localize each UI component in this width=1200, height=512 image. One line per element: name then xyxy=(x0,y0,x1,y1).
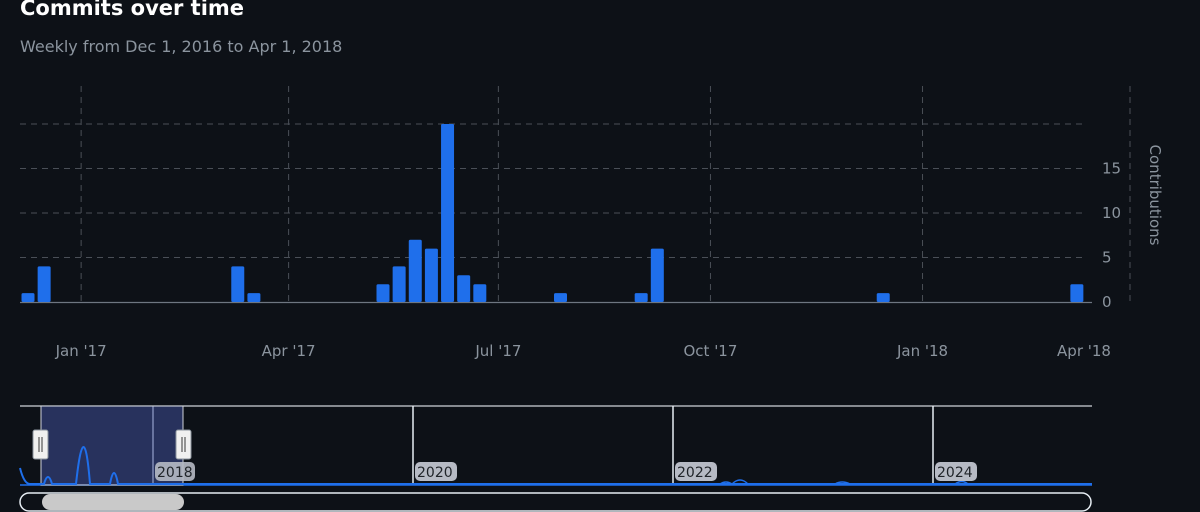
y-tick-label: 15 xyxy=(1102,160,1121,178)
chart-title: Commits over time xyxy=(20,0,245,20)
bar[interactable] xyxy=(392,266,406,302)
navigator[interactable]: 2018 2020 2022 2024 xyxy=(19,405,1092,486)
scrollbar-thumb[interactable] xyxy=(42,494,184,510)
navigator-year-label-2022: 2022 xyxy=(675,462,717,481)
bar[interactable] xyxy=(473,284,487,302)
x-axis-ticks: Jan '17 Apr '17 Jul '17 Oct '17 Jan '18 Apr '… xyxy=(55,342,1111,360)
bar[interactable] xyxy=(1070,284,1084,302)
y-axis-ticks: 0 5 10 15 xyxy=(1102,160,1121,312)
svg-text:2018: 2018 xyxy=(157,465,193,481)
bar[interactable] xyxy=(441,124,455,302)
y-tick-label: 10 xyxy=(1102,204,1121,222)
bar[interactable] xyxy=(247,293,261,302)
navigator-handle-right[interactable] xyxy=(175,429,192,460)
chart-subtitle: Weekly from Dec 1, 2016 to Apr 1, 2018 xyxy=(20,37,343,56)
y-axis-title: Contributions xyxy=(1146,145,1164,246)
navigator-year-label-2020: 2020 xyxy=(415,462,457,481)
x-tick-label: Jan '18 xyxy=(896,342,948,360)
navigator-year-label-2018: 2018 xyxy=(155,462,195,481)
y-tick-label: 5 xyxy=(1102,249,1112,267)
bar[interactable] xyxy=(634,293,648,302)
bar[interactable] xyxy=(376,284,390,302)
navigator-handle-left[interactable] xyxy=(32,429,49,460)
svg-text:2024: 2024 xyxy=(937,465,973,481)
navigator-series-tail xyxy=(719,479,969,485)
navigator-background xyxy=(20,406,1092,486)
navigator-year-label-2024: 2024 xyxy=(935,462,977,481)
bar[interactable] xyxy=(554,293,567,302)
navigator-series-line xyxy=(19,446,1092,485)
bar[interactable] xyxy=(231,266,245,302)
scrollbar-track[interactable] xyxy=(19,492,1092,512)
x-tick-label: Apr '18 xyxy=(1057,342,1111,360)
bar[interactable] xyxy=(457,275,471,302)
x-tick-label: Jul '17 xyxy=(474,342,521,360)
bar[interactable] xyxy=(408,239,422,302)
bar[interactable] xyxy=(424,248,438,302)
y-tick-label: 0 xyxy=(1102,293,1112,311)
grid-lines xyxy=(20,86,1131,304)
svg-text:2022: 2022 xyxy=(677,465,713,481)
bar[interactable] xyxy=(876,293,890,302)
x-tick-label: Jan '17 xyxy=(55,342,107,360)
x-tick-label: Oct '17 xyxy=(683,342,737,360)
svg-text:2020: 2020 xyxy=(417,465,453,481)
bar[interactable] xyxy=(21,293,35,302)
bar[interactable] xyxy=(650,248,664,302)
x-tick-label: Apr '17 xyxy=(262,342,316,360)
bar[interactable] xyxy=(37,266,51,302)
bar-series xyxy=(21,124,1084,302)
navigator-scrollbar[interactable] xyxy=(19,492,1092,512)
